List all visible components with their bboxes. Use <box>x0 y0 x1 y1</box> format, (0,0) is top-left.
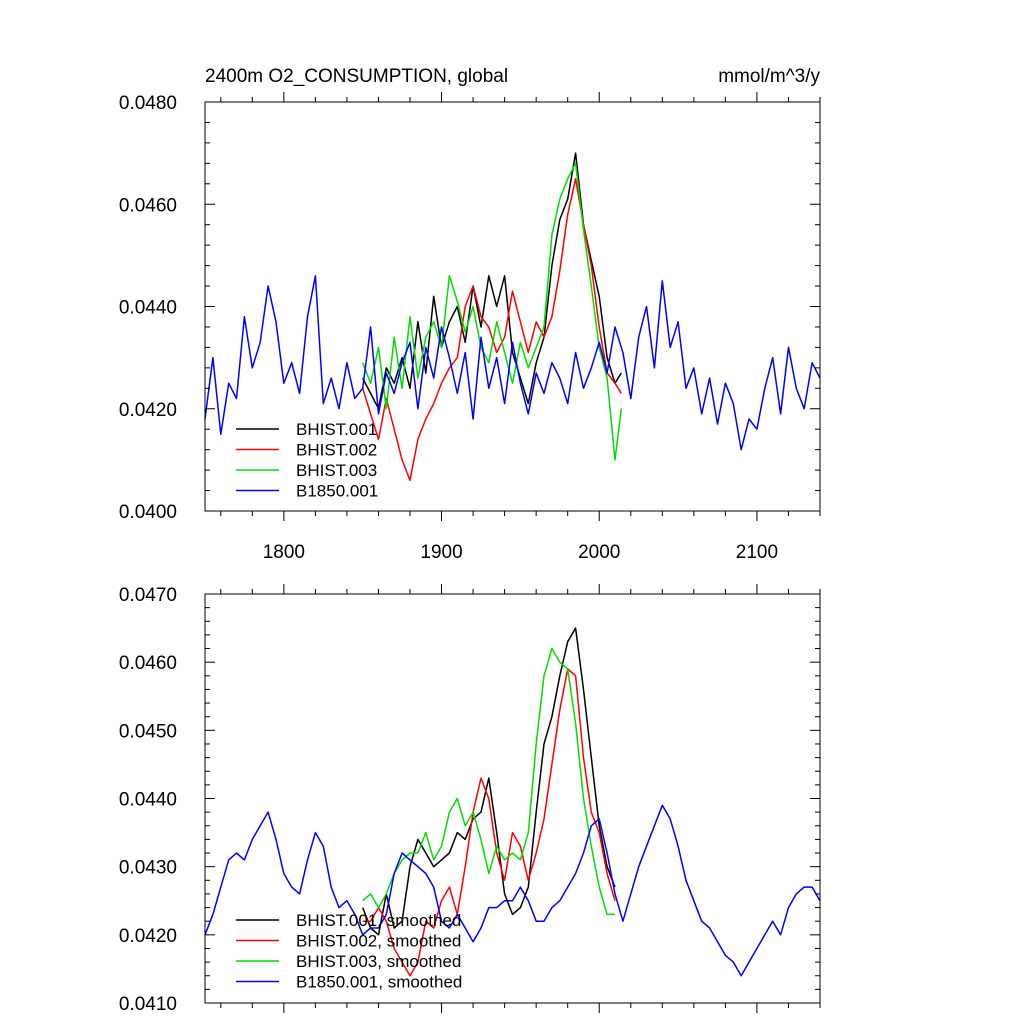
tick-marks <box>205 92 821 521</box>
legend-label: B1850.001 <box>296 482 378 501</box>
y-tick-label: 0.0430 <box>119 858 177 879</box>
top-panel: 2400m O2_CONSUMPTION, global mmol/m^3/y … <box>119 66 821 563</box>
x-tick-label: 1900 <box>420 542 462 563</box>
series-line-bhist-001 <box>362 152 622 410</box>
y-tick-label: 0.0420 <box>119 926 177 947</box>
legend: BHIST.001, smoothed BHIST.002, smoothedBH… <box>236 911 462 992</box>
legend-label: BHIST.001 <box>296 420 377 439</box>
series-line-b1850-001 <box>204 275 821 451</box>
y-tick-label: 0.0440 <box>119 298 177 319</box>
legend-label: B1850.001, smoothed <box>296 973 462 992</box>
series-group <box>204 627 821 977</box>
y-tick-labels: 0.0400 0.0420 0.0440 0.0460 0.0480 <box>119 93 177 523</box>
y-tick-label: 0.0460 <box>119 195 177 216</box>
x-tick-label: 2100 <box>736 542 778 563</box>
tick-marks <box>205 584 821 1013</box>
y-tick-label: 0.0460 <box>119 653 177 674</box>
legend-label: BHIST.002, smoothed <box>296 932 461 951</box>
bottom-panel: 0.0410 0.0420 0.0430 0.0440 0.0450 0.0460 0.04… <box>119 584 821 1015</box>
y-tick-label: 0.0400 <box>119 502 177 523</box>
series-line-bhist-002-smoothed <box>362 668 616 977</box>
y-tick-label: 0.0440 <box>119 790 177 811</box>
series-group <box>204 152 821 482</box>
y-tick-label: 0.0410 <box>119 994 177 1015</box>
legend-label: BHIST.001, smoothed <box>296 911 461 930</box>
x-tick-labels: 1800 1900 2000 2100 <box>263 542 778 563</box>
legend-label: BHIST.003 <box>296 461 377 480</box>
y-tick-label: 0.0450 <box>119 721 177 742</box>
chart-title: 2400m O2_CONSUMPTION, global <box>205 66 508 87</box>
units-label: mmol/m^3/y <box>718 66 820 87</box>
y-tick-label: 0.0470 <box>119 585 177 606</box>
y-tick-label: 0.0480 <box>119 93 177 114</box>
series-line-b1850-001-smoothed <box>204 804 821 977</box>
series-line-bhist-003-smoothed <box>362 647 615 916</box>
x-tick-label: 1800 <box>263 542 305 563</box>
legend-label: BHIST.003, smoothed <box>296 952 461 971</box>
legend-label: BHIST.002 <box>296 441 377 460</box>
series-line-bhist-001-smoothed <box>362 627 616 936</box>
y-tick-labels: 0.0410 0.0420 0.0430 0.0440 0.0450 0.0460 0.04… <box>119 585 177 1015</box>
y-tick-label: 0.0420 <box>119 400 177 421</box>
x-tick-label: 2000 <box>578 542 620 563</box>
